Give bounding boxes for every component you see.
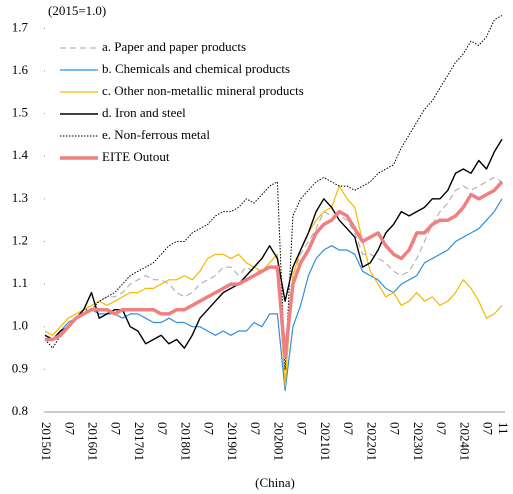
x-tick-label: 201501 [39, 422, 54, 461]
x-tick-label: 202001 [271, 422, 286, 461]
x-tick-label: 07 [62, 422, 77, 436]
y-tick-label: 0.9 [12, 360, 28, 375]
series-line [44, 177, 503, 387]
x-tick-label: 07 [388, 422, 403, 436]
y-tick-label: 1.4 [12, 147, 29, 162]
legend-label: c. Other non-metallic mineral products [102, 83, 304, 98]
series-line [45, 180, 504, 359]
legend-label: EITE Outout [102, 149, 170, 164]
series-line [44, 138, 503, 349]
x-tick-label: 07 [202, 422, 217, 436]
legend-label: a. Paper and paper products [102, 39, 246, 54]
series-line [44, 198, 503, 392]
x-tick-label: 07 [434, 422, 449, 436]
legend-label: b. Chemicals and chemical products [102, 61, 290, 76]
x-tick-label: 201801 [178, 422, 193, 461]
y-tick-label: 1.6 [12, 62, 29, 77]
series-line [44, 185, 503, 387]
x-tick-label: 07 [248, 422, 263, 436]
x-axis-title: (China) [255, 475, 295, 490]
x-tick-label: 202301 [411, 422, 426, 461]
x-tick-label: 202401 [457, 422, 472, 461]
x-tick-label: 07 [481, 422, 496, 436]
y-tick-label: 0.8 [12, 403, 28, 418]
x-tick-label: 07 [109, 422, 124, 436]
y-tick-label: 1.1 [12, 275, 28, 290]
y-tick-label: 1.3 [12, 190, 28, 205]
y-tick-label: 1.5 [12, 105, 28, 120]
x-tick-label: 202201 [364, 422, 379, 461]
series-line [44, 15, 503, 370]
x-tick-label: 202101 [318, 422, 333, 461]
y-tick-label: 1.7 [12, 19, 29, 34]
legend-label: d. Iron and steel [102, 105, 186, 120]
annotation: (2015=1.0) [48, 3, 106, 18]
y-tick-label: 1.0 [12, 318, 28, 333]
x-tick-label: 11 [496, 422, 511, 435]
x-tick-label: 07 [341, 422, 356, 436]
x-tick-label: 201901 [225, 422, 240, 461]
x-tick-label: 201601 [85, 422, 100, 461]
x-tick-label: 201701 [132, 422, 147, 461]
x-tick-label: 07 [155, 422, 170, 436]
y-tick-label: 1.2 [12, 232, 28, 247]
legend-label: e. Non-ferrous metal [102, 127, 210, 142]
x-tick-label: 07 [295, 422, 310, 436]
